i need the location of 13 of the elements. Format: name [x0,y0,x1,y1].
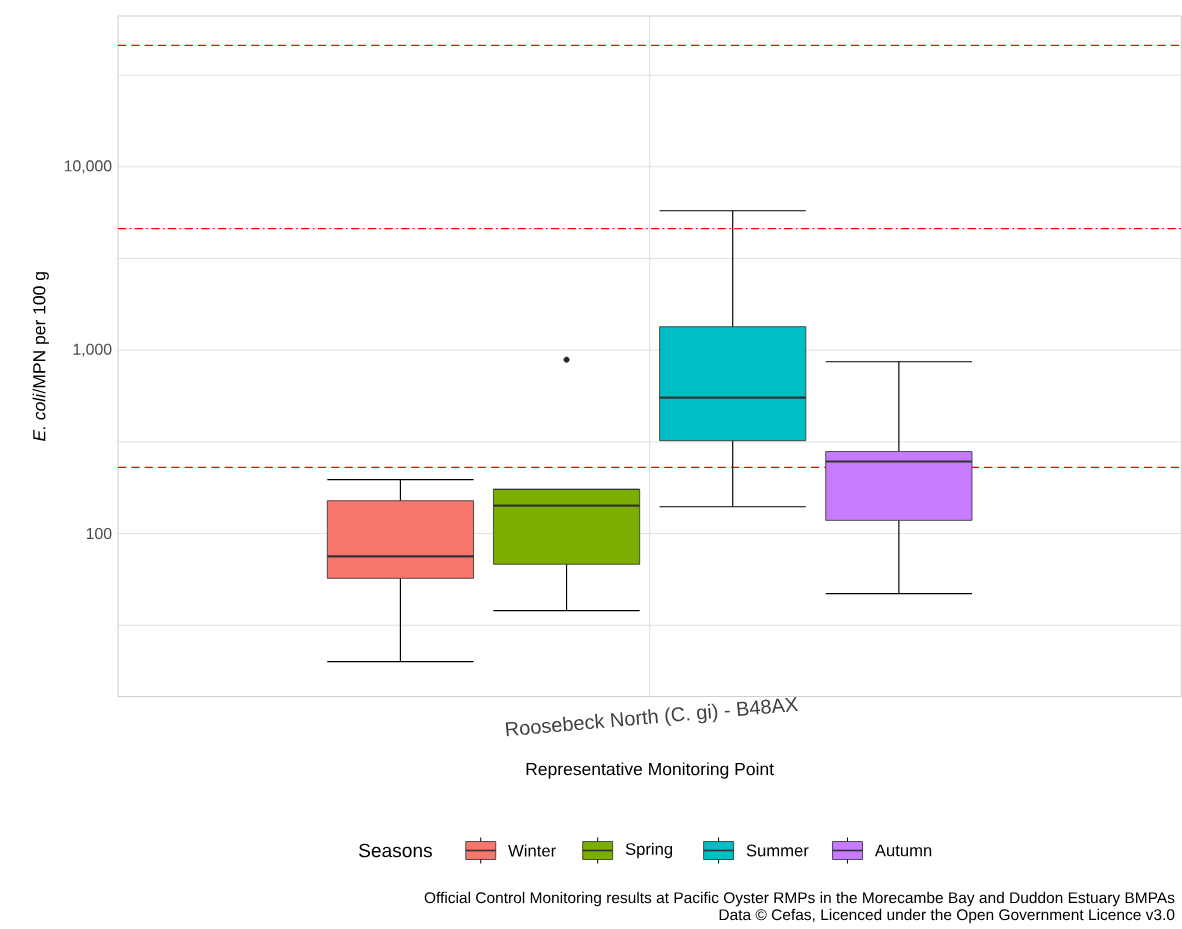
y-tick-label: 100 [86,527,112,539]
text: Data © Cefas, Licenced under the Open Government Licence v3.0 [719,908,1175,924]
legend-label: Winter [508,844,556,857]
text: Official Control Monitoring results at Pacific Oyster RMPs in the Morecambe Bay and Duddon Estuary BMPAs [424,891,1175,907]
x-tick-label: Roosebeck North (C. gi) - B48AX [505,696,799,736]
y-tick-label: 1,000 [73,343,112,357]
legend-label: Spring [625,842,673,859]
y-axis-title: E. coli/MPN per 100 g [32,271,49,441]
legend-title: Seasons [359,843,432,858]
x-axis-title: Representative Monitoring Point [526,762,774,779]
legend-label: Autumn [874,844,932,857]
y-tick-label: 10,000 [64,160,112,174]
legend-label: Summer [746,844,809,857]
